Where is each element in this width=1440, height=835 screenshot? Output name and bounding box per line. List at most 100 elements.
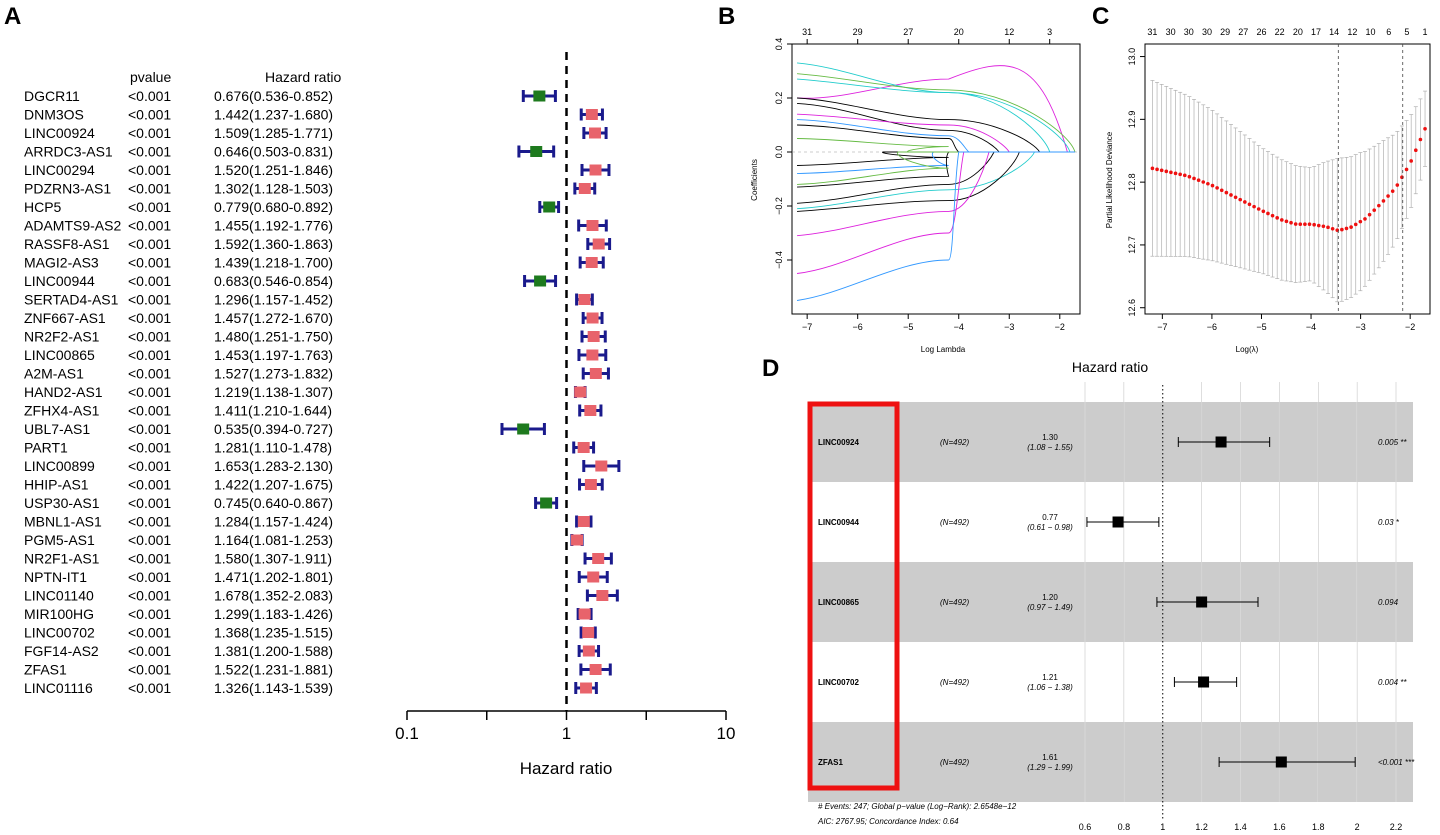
b-coef-path (797, 78, 1075, 153)
d-gene-label: LINC00924 (818, 438, 859, 447)
c-deviance-point (1353, 222, 1358, 227)
a-gene-label: NPTN-IT1 (24, 569, 87, 585)
a-hr-point (580, 682, 593, 694)
c-deviance-point (1261, 209, 1266, 214)
a-hr-point (584, 479, 597, 490)
d-hr-text: 1.30 (1042, 433, 1058, 442)
c-deviance-point (1266, 211, 1270, 216)
c-deviance-point (1404, 167, 1409, 172)
a-hr-point (578, 608, 591, 620)
a-hr-point (586, 349, 599, 361)
a-pvalue: <0.001 (128, 495, 171, 511)
c-x-tick-label: −6 (1207, 322, 1217, 332)
c-top-label: 20 (1293, 27, 1303, 37)
c-y-axis-label: Partial Likelihood Deviance (1105, 131, 1114, 228)
a-pvalue: <0.001 (128, 273, 171, 289)
a-pvalue: <0.001 (128, 643, 171, 659)
a-hr-point (534, 275, 547, 287)
a-gene-label: NR2F2-AS1 (24, 329, 100, 345)
d-row-shade (808, 402, 1413, 482)
d-hr-point (1275, 756, 1287, 768)
a-hr-point (585, 109, 598, 120)
b-top-tick-label: 27 (903, 27, 913, 37)
forest-plot-d: LINC00924 (N=492) 1.30(1.08 − 1.55) 0.005 *… (807, 382, 1415, 832)
c-deviance-point (1293, 222, 1298, 226)
c-deviance-point (1298, 222, 1303, 227)
b-x-tick-label: −2 (1055, 322, 1065, 332)
a-pvalue: <0.001 (128, 144, 171, 160)
d-gene-label: LINC00944 (818, 518, 859, 527)
a-hr-point (587, 571, 600, 583)
a-pvalue: <0.001 (128, 88, 171, 104)
c-top-label: 31 (1147, 27, 1157, 37)
a-hr-text: 1.219(1.138-1.307) (214, 384, 333, 400)
a-hr-text: 1.299(1.183-1.426) (214, 606, 333, 622)
c-x-tick-label: −3 (1355, 322, 1365, 332)
c-deviance-point (1219, 188, 1224, 193)
a-gene-label: UBL7-AS1 (24, 421, 90, 437)
c-top-label: 30 (1184, 27, 1194, 37)
c-deviance-point (1377, 203, 1381, 208)
a-hr-point (585, 257, 598, 268)
a-pvalue: <0.001 (128, 551, 171, 567)
d-hr-text: 1.20 (1042, 593, 1058, 602)
c-deviance-point (1330, 226, 1335, 231)
a-pvalue: <0.001 (128, 421, 171, 437)
c-top-label: 14 (1329, 27, 1339, 37)
c-deviance-point (1349, 225, 1353, 229)
a-gene-label: DNM3OS (24, 107, 84, 123)
a-hr-text: 1.284(1.157-1.424) (214, 514, 333, 530)
a-hr-point (586, 220, 599, 231)
c-deviance-point (1252, 204, 1256, 209)
b-coef-path (797, 138, 1075, 153)
a-gene-label: LINC01140 (24, 588, 94, 604)
a-hr-text: 1.439(1.218-1.700) (214, 255, 333, 271)
d-p-text: 0.004 ** (1378, 678, 1407, 687)
a-pvalue: <0.001 (128, 606, 171, 622)
lasso-coef-plot-b: −7 −6 −5 −4 −3 −2 −0.4 −0.2 0.0 0.2 0.4 31 29 27 20 12 3 (774, 27, 1081, 332)
b-coef-path (797, 151, 1075, 188)
a-pvalue: <0.001 (128, 162, 171, 178)
c-top-label: 10 (1366, 27, 1376, 37)
a-hr-text: 1.368(1.235-1.515) (214, 625, 333, 641)
b-coef-path (797, 151, 1075, 185)
b-y-axis-label: Coefficients (750, 159, 759, 201)
c-deviance-point (1187, 174, 1192, 179)
a-hr-text: 1.164(1.081-1.253) (214, 532, 333, 548)
a-hr-text: 0.745(0.640-0.867) (214, 495, 333, 511)
a-pvalue: <0.001 (128, 569, 171, 585)
a-pvalue: <0.001 (128, 625, 171, 641)
a-hr-text: 1.678(1.352-2.083) (214, 588, 333, 604)
d-highlight-box (807, 401, 900, 791)
d-n-label: (N=492) (940, 598, 969, 607)
c-deviance-point (1367, 212, 1372, 217)
a-gene-label: MBNL1-AS1 (24, 514, 102, 530)
d-p-text: <0.001 *** (1378, 758, 1415, 767)
c-deviance-point (1358, 219, 1363, 224)
b-y-tick-label: −0.4 (774, 251, 784, 269)
b-coef-path (797, 151, 1075, 175)
d-p-text: 0.03 * (1378, 518, 1400, 527)
a-pvalue: <0.001 (128, 680, 171, 696)
c-deviance-point (1321, 224, 1326, 229)
d-ci-text: (0.97 − 1.49) (1027, 603, 1073, 612)
a-gene-label: LINC00865 (24, 347, 95, 363)
c-deviance-point (1201, 180, 1206, 184)
c-deviance-point (1284, 219, 1289, 224)
d-gene-label: ZFAS1 (818, 758, 843, 767)
a-gene-label: HHIP-AS1 (24, 477, 89, 493)
b-coef-path (797, 65, 1075, 153)
a-hr-text: 0.683(0.546-0.854) (214, 273, 333, 289)
a-hr-point (577, 516, 590, 527)
d-x-tick-label: 1 (1160, 822, 1165, 832)
a-hr-point (589, 664, 602, 675)
a-hr-text: 1.302(1.128-1.503) (214, 181, 333, 197)
a-hr-text: 1.480(1.251-1.750) (214, 329, 333, 345)
c-deviance-point (1400, 175, 1404, 180)
b-coef-path (797, 151, 1075, 212)
a-gene-label: USP30-AS1 (24, 495, 100, 511)
a-hr-point (517, 423, 530, 435)
d-p-text: 0.094 (1378, 598, 1399, 607)
b-coef-path (797, 151, 1075, 166)
